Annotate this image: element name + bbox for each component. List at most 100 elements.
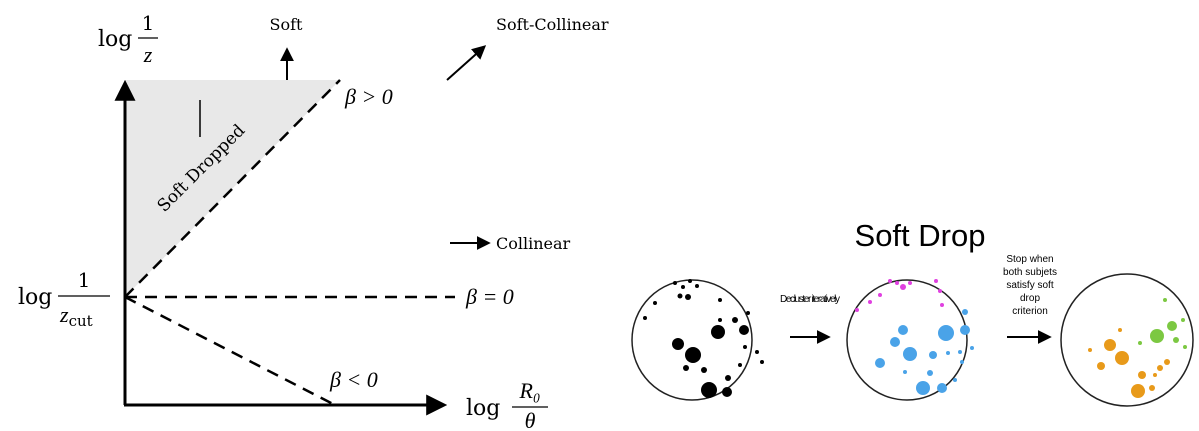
particle [685, 294, 691, 300]
beta-positive-line [124, 79, 341, 298]
particle [1173, 337, 1179, 343]
particle [958, 350, 962, 354]
beta-negative-label: β < 0 [329, 367, 378, 392]
denominator: θ [525, 408, 536, 431]
particle [643, 316, 647, 320]
particle [898, 325, 908, 335]
jet-circle [1060, 273, 1194, 407]
particle [903, 347, 917, 361]
particle [681, 285, 685, 289]
particle [1181, 318, 1185, 322]
particle [953, 378, 957, 382]
particle [1097, 362, 1105, 370]
particle [732, 317, 738, 323]
particle [1150, 329, 1164, 343]
particle [938, 325, 954, 341]
collinear-label: Collinear [496, 234, 571, 253]
particle [929, 351, 937, 359]
particle [755, 350, 759, 354]
particle [927, 370, 933, 376]
particle [890, 337, 900, 347]
beta-positive-label: β > 0 [344, 84, 393, 109]
particle [895, 281, 899, 285]
particle [725, 375, 731, 381]
numerator: 1 [78, 268, 91, 292]
particle [738, 363, 742, 367]
particle [695, 284, 699, 288]
jet-circle [631, 279, 753, 401]
particle [1131, 384, 1145, 398]
x-axis-label: log R₀ θ [466, 378, 548, 431]
particle [903, 370, 907, 374]
cartoon-title: Soft Drop [855, 218, 986, 253]
particle [868, 300, 872, 304]
particle [940, 303, 944, 307]
particle [746, 311, 750, 315]
particle [962, 309, 968, 315]
step2-line: Stop when [1006, 254, 1053, 265]
particle [1157, 365, 1163, 371]
particle [1167, 321, 1177, 331]
particle [937, 383, 947, 393]
step2-line: satisfy soft [1006, 280, 1053, 291]
beta-negative-line [124, 295, 336, 407]
origin-label: log 1 zcut [18, 268, 110, 330]
particle [718, 298, 722, 302]
step2-line: both subjets [1003, 267, 1057, 278]
particle [946, 351, 950, 355]
particle [1149, 385, 1155, 391]
particle [1163, 298, 1167, 302]
particle [970, 346, 974, 350]
particle [722, 387, 732, 397]
particle [1118, 328, 1122, 332]
log: log [98, 27, 132, 52]
particle [743, 345, 747, 349]
numerator: 1 [142, 11, 155, 35]
particles [643, 279, 1187, 398]
denominator: zcut [59, 302, 93, 330]
numerator: R₀ [518, 378, 540, 403]
particle [875, 358, 885, 368]
particle [677, 293, 683, 299]
particle [673, 281, 677, 285]
particle [701, 382, 717, 398]
particle [938, 289, 942, 293]
log: log [466, 396, 500, 421]
particle [739, 325, 749, 335]
log: log [18, 285, 52, 310]
particle [1138, 341, 1142, 345]
particle [688, 279, 692, 283]
particle [888, 279, 892, 283]
soft-collinear-arrow [446, 45, 487, 81]
particle [1164, 359, 1170, 365]
particle [855, 308, 859, 312]
particle [1153, 373, 1157, 377]
beta-zero-label: β = 0 [465, 284, 514, 309]
y-axis-label: log 1 z [98, 11, 158, 67]
particle [760, 360, 764, 364]
step2-line: drop [1020, 293, 1040, 304]
step1-label: Decluster iteratively [780, 294, 840, 305]
particle [1088, 348, 1092, 352]
particle [960, 325, 970, 335]
particle [653, 301, 657, 305]
particle [683, 365, 689, 371]
particle [960, 360, 964, 364]
particle [916, 381, 930, 395]
particle [878, 293, 882, 297]
soft-collinear-label: Soft-Collinear [496, 15, 609, 34]
particle [685, 347, 701, 363]
particle [1183, 345, 1187, 349]
particle [718, 318, 722, 322]
particle [1138, 371, 1146, 379]
particle [934, 279, 938, 283]
particle [1115, 351, 1129, 365]
particle [711, 325, 725, 339]
particle [1104, 339, 1116, 351]
step2-line: criterion [1012, 306, 1048, 317]
particle [672, 338, 684, 350]
step2-label: Stop when both subjets satisfy soft drop cri… [1003, 254, 1057, 317]
particle [701, 367, 707, 373]
particle [908, 281, 912, 285]
